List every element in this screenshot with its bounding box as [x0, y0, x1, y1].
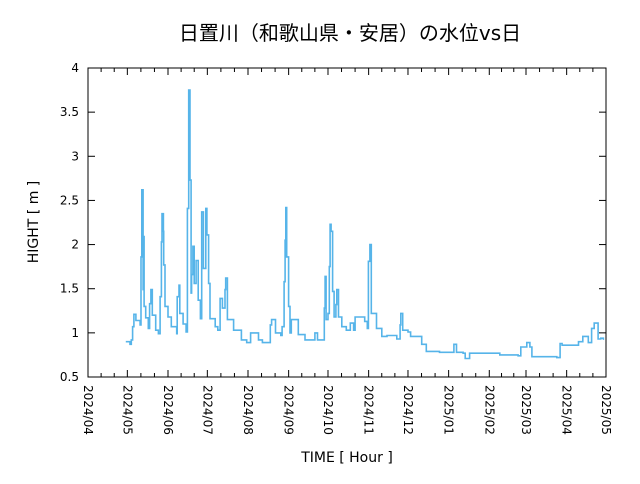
- y-axis-label: HIGHT [ m ]: [26, 181, 42, 264]
- x-tick-label: 2024/11: [362, 385, 376, 435]
- x-tick-label: 2025/04: [560, 385, 574, 435]
- y-tick-label: 1.5: [60, 282, 79, 296]
- x-axis-label: TIME [ Hour ]: [300, 450, 393, 466]
- x-tick-label: 2024/06: [161, 385, 175, 435]
- y-tick-label: 0.5: [60, 370, 79, 384]
- water-level-line: [125, 89, 605, 360]
- x-tick-label: 2025/03: [519, 385, 533, 435]
- x-tick-label: 2024/12: [401, 385, 415, 435]
- x-tick-label: 2025/05: [599, 385, 613, 435]
- x-tick-label: 2024/04: [81, 385, 95, 435]
- y-tick-label: 1: [71, 326, 79, 340]
- x-tick-label: 2024/05: [120, 385, 134, 435]
- x-tick-label: 2025/02: [482, 385, 496, 435]
- chart-title: 日置川（和歌山県・安居）の水位vs日: [179, 21, 521, 45]
- x-tick-label: 2024/10: [321, 385, 335, 435]
- x-tick-label: 2025/01: [442, 385, 456, 435]
- y-tick-label: 3: [71, 149, 79, 163]
- x-tick-label: 2024/08: [241, 385, 255, 435]
- plot-frame: [87, 67, 607, 378]
- y-tick-label: 2.5: [60, 193, 79, 207]
- y-tick-label: 2: [71, 238, 79, 252]
- y-tick-label: 3.5: [60, 105, 79, 119]
- x-tick-label: 2024/07: [200, 385, 214, 435]
- x-tick-label: 2024/09: [282, 385, 296, 435]
- y-tick-label: 4: [71, 61, 79, 75]
